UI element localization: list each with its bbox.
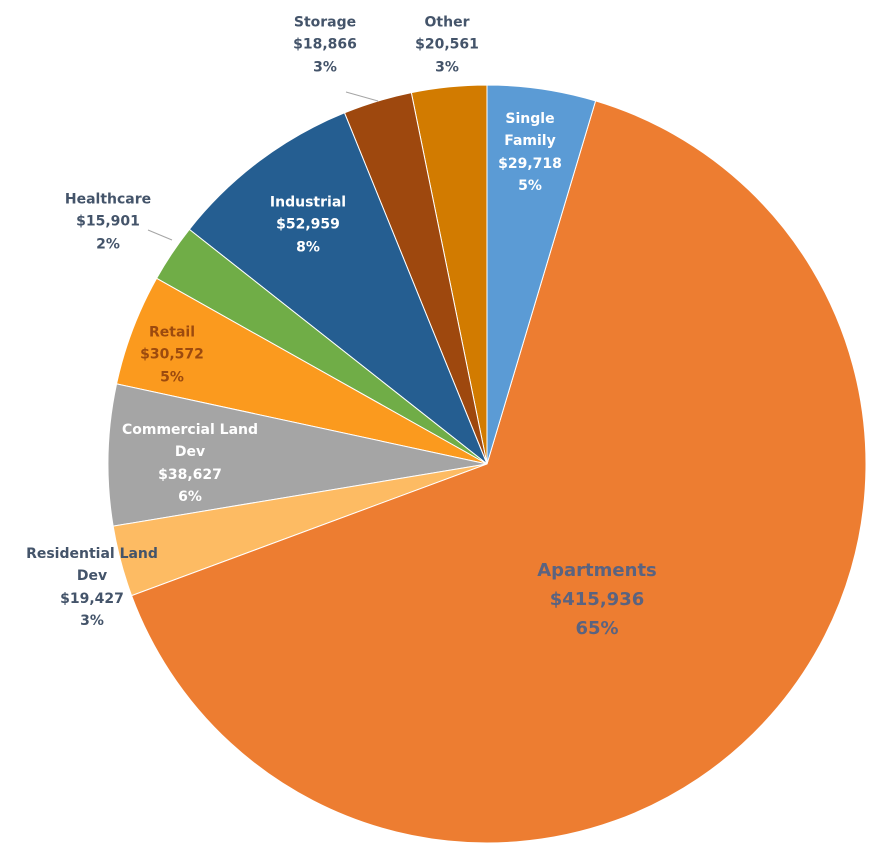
slice-label: Apartments $415,936 65% [497, 557, 697, 643]
category-name: Apartments [537, 559, 657, 581]
pie-slice [107, 383, 488, 527]
value-label: $15,901 [76, 213, 140, 230]
percent-label: 5% [518, 178, 542, 195]
category-name: Single Family [504, 111, 556, 150]
leader-line [345, 91, 379, 102]
percent-label: 3% [80, 613, 104, 630]
slice-label: Retail $30,572 5% [112, 321, 232, 388]
percent-label: 3% [435, 59, 459, 76]
slice-label: Healthcare $15,901 2% [48, 188, 168, 255]
slice-label: Residential Land Dev $19,427 3% [12, 543, 172, 633]
percent-label: 5% [160, 369, 184, 386]
pie-slice [188, 112, 489, 466]
slice-label: Single Family $29,718 5% [485, 108, 575, 198]
slice-label: Commercial Land Dev $38,627 6% [105, 419, 275, 509]
leader-line [147, 229, 173, 241]
category-name: Storage [293, 14, 357, 31]
value-label: $29,718 [498, 156, 562, 172]
pie-slice [130, 100, 867, 844]
percent-label: 3% [313, 59, 337, 76]
slice-label: Storage $18,866 3% [265, 11, 385, 78]
category-name: Residential Land Dev [26, 546, 158, 585]
slice-label: Other $20,561 3% [387, 11, 507, 78]
value-label: $52,959 [276, 216, 340, 233]
category-name: Commercial Land Dev [121, 422, 259, 461]
value-label: $20,561 [415, 36, 479, 53]
percent-label: 6% [178, 489, 202, 506]
category-name: Other [424, 14, 470, 31]
value-label: $30,572 [140, 346, 204, 363]
percent-label: 8% [296, 239, 320, 256]
category-name: Retail [148, 324, 195, 341]
category-name: Industrial [269, 194, 347, 211]
value-label: $38,627 [158, 467, 222, 483]
value-label: $415,936 [549, 588, 645, 610]
slice-label: Industrial $52,959 8% [248, 191, 368, 258]
pie-slice [486, 84, 597, 465]
category-name: Healthcare [64, 191, 152, 208]
percent-label: 2% [96, 236, 120, 253]
value-label: $18,866 [293, 36, 357, 53]
percent-label: 65% [575, 617, 619, 639]
value-label: $19,427 [60, 591, 124, 607]
